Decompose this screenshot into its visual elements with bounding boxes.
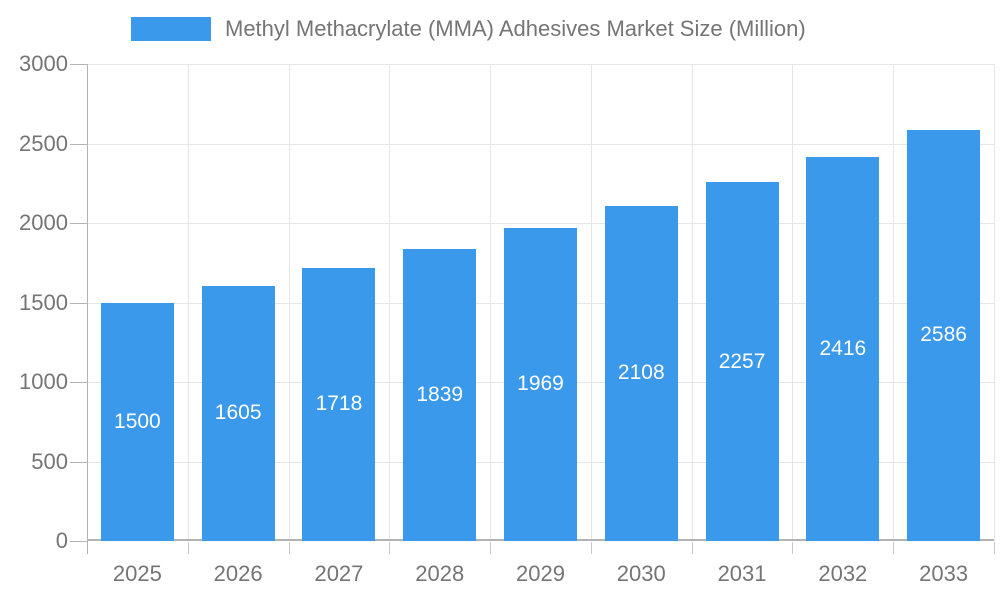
- y-axis-label-1500: 1500: [19, 289, 68, 315]
- v-gridline: [389, 64, 391, 541]
- x-axis-label-2032: 2032: [818, 561, 868, 586]
- x-tick: [994, 542, 995, 554]
- x-tick: [288, 542, 290, 554]
- y-tick: [70, 382, 88, 383]
- x-tick: [590, 542, 592, 554]
- bar-value-label-2029: 1969: [517, 372, 564, 396]
- v-gridline: [691, 64, 693, 541]
- y-tick: [70, 541, 88, 542]
- x-tick: [389, 542, 391, 554]
- bar-2031[interactable]: 2257: [705, 182, 779, 541]
- v-gridline: [792, 64, 794, 541]
- x-axis-label-2026: 2026: [213, 561, 263, 586]
- bar-value-label-2028: 1839: [416, 382, 464, 406]
- h-gridline: [87, 64, 994, 65]
- y-axis-label-500: 500: [31, 448, 68, 474]
- bar-value-label-2031: 2257: [718, 349, 766, 373]
- x-tick: [893, 542, 895, 554]
- legend-swatch: [131, 17, 211, 41]
- y-axis-label-1000: 1000: [19, 369, 68, 394]
- y-axis-label-0: 0: [55, 528, 68, 553]
- x-axis-label-2027: 2027: [314, 561, 364, 586]
- h-gridline: [87, 143, 994, 145]
- x-tick: [691, 542, 693, 554]
- x-axis-label-2031: 2031: [717, 561, 767, 586]
- y-tick: [70, 223, 88, 224]
- bar-value-label-2030: 2108: [617, 361, 665, 385]
- h-gridline: [87, 223, 994, 224]
- y-tick: [70, 143, 88, 145]
- bar-value-label-2033: 2586: [920, 323, 967, 347]
- legend-label: Methyl Methacrylate (MMA) Adhesives Mark…: [225, 16, 806, 41]
- bar-2027[interactable]: 1718: [302, 267, 376, 541]
- y-tick: [70, 64, 88, 65]
- bar-2032[interactable]: 2416: [806, 156, 880, 541]
- x-axis-label-2025: 2025: [112, 561, 162, 586]
- bar-value-label-2026: 1605: [214, 401, 262, 425]
- bar-2025[interactable]: 1500: [100, 302, 174, 541]
- y-axis-line: [87, 64, 88, 554]
- y-tick: [70, 302, 88, 304]
- y-axis-label-3000: 3000: [19, 51, 68, 76]
- x-axis-label-2028: 2028: [415, 561, 465, 586]
- v-gridline: [288, 64, 290, 541]
- bar-2028[interactable]: 1839: [403, 248, 477, 541]
- bar-2026[interactable]: 1605: [201, 285, 275, 541]
- bar-value-label-2027: 1718: [315, 392, 363, 416]
- v-gridline: [893, 64, 895, 541]
- bar-2029[interactable]: 1969: [504, 227, 577, 541]
- y-tick: [70, 461, 88, 463]
- v-gridline: [590, 64, 592, 541]
- y-axis-label-2000: 2000: [19, 210, 68, 235]
- v-gridline: [187, 64, 189, 541]
- bar-value-label-2025: 1500: [114, 409, 161, 433]
- x-axis-label-2033: 2033: [919, 561, 969, 586]
- bar-2033[interactable]: 2586: [907, 129, 981, 541]
- bar-value-label-2032: 2416: [819, 336, 867, 360]
- x-tick: [792, 542, 794, 554]
- x-tick: [490, 542, 492, 554]
- x-axis-label-2029: 2029: [516, 561, 565, 586]
- x-tick: [187, 542, 189, 554]
- x-axis-label-2030: 2030: [616, 561, 666, 586]
- v-gridline: [490, 64, 492, 541]
- y-axis-label-2500: 2500: [19, 130, 68, 156]
- v-gridline: [994, 64, 995, 541]
- bar-2030[interactable]: 2108: [604, 205, 678, 541]
